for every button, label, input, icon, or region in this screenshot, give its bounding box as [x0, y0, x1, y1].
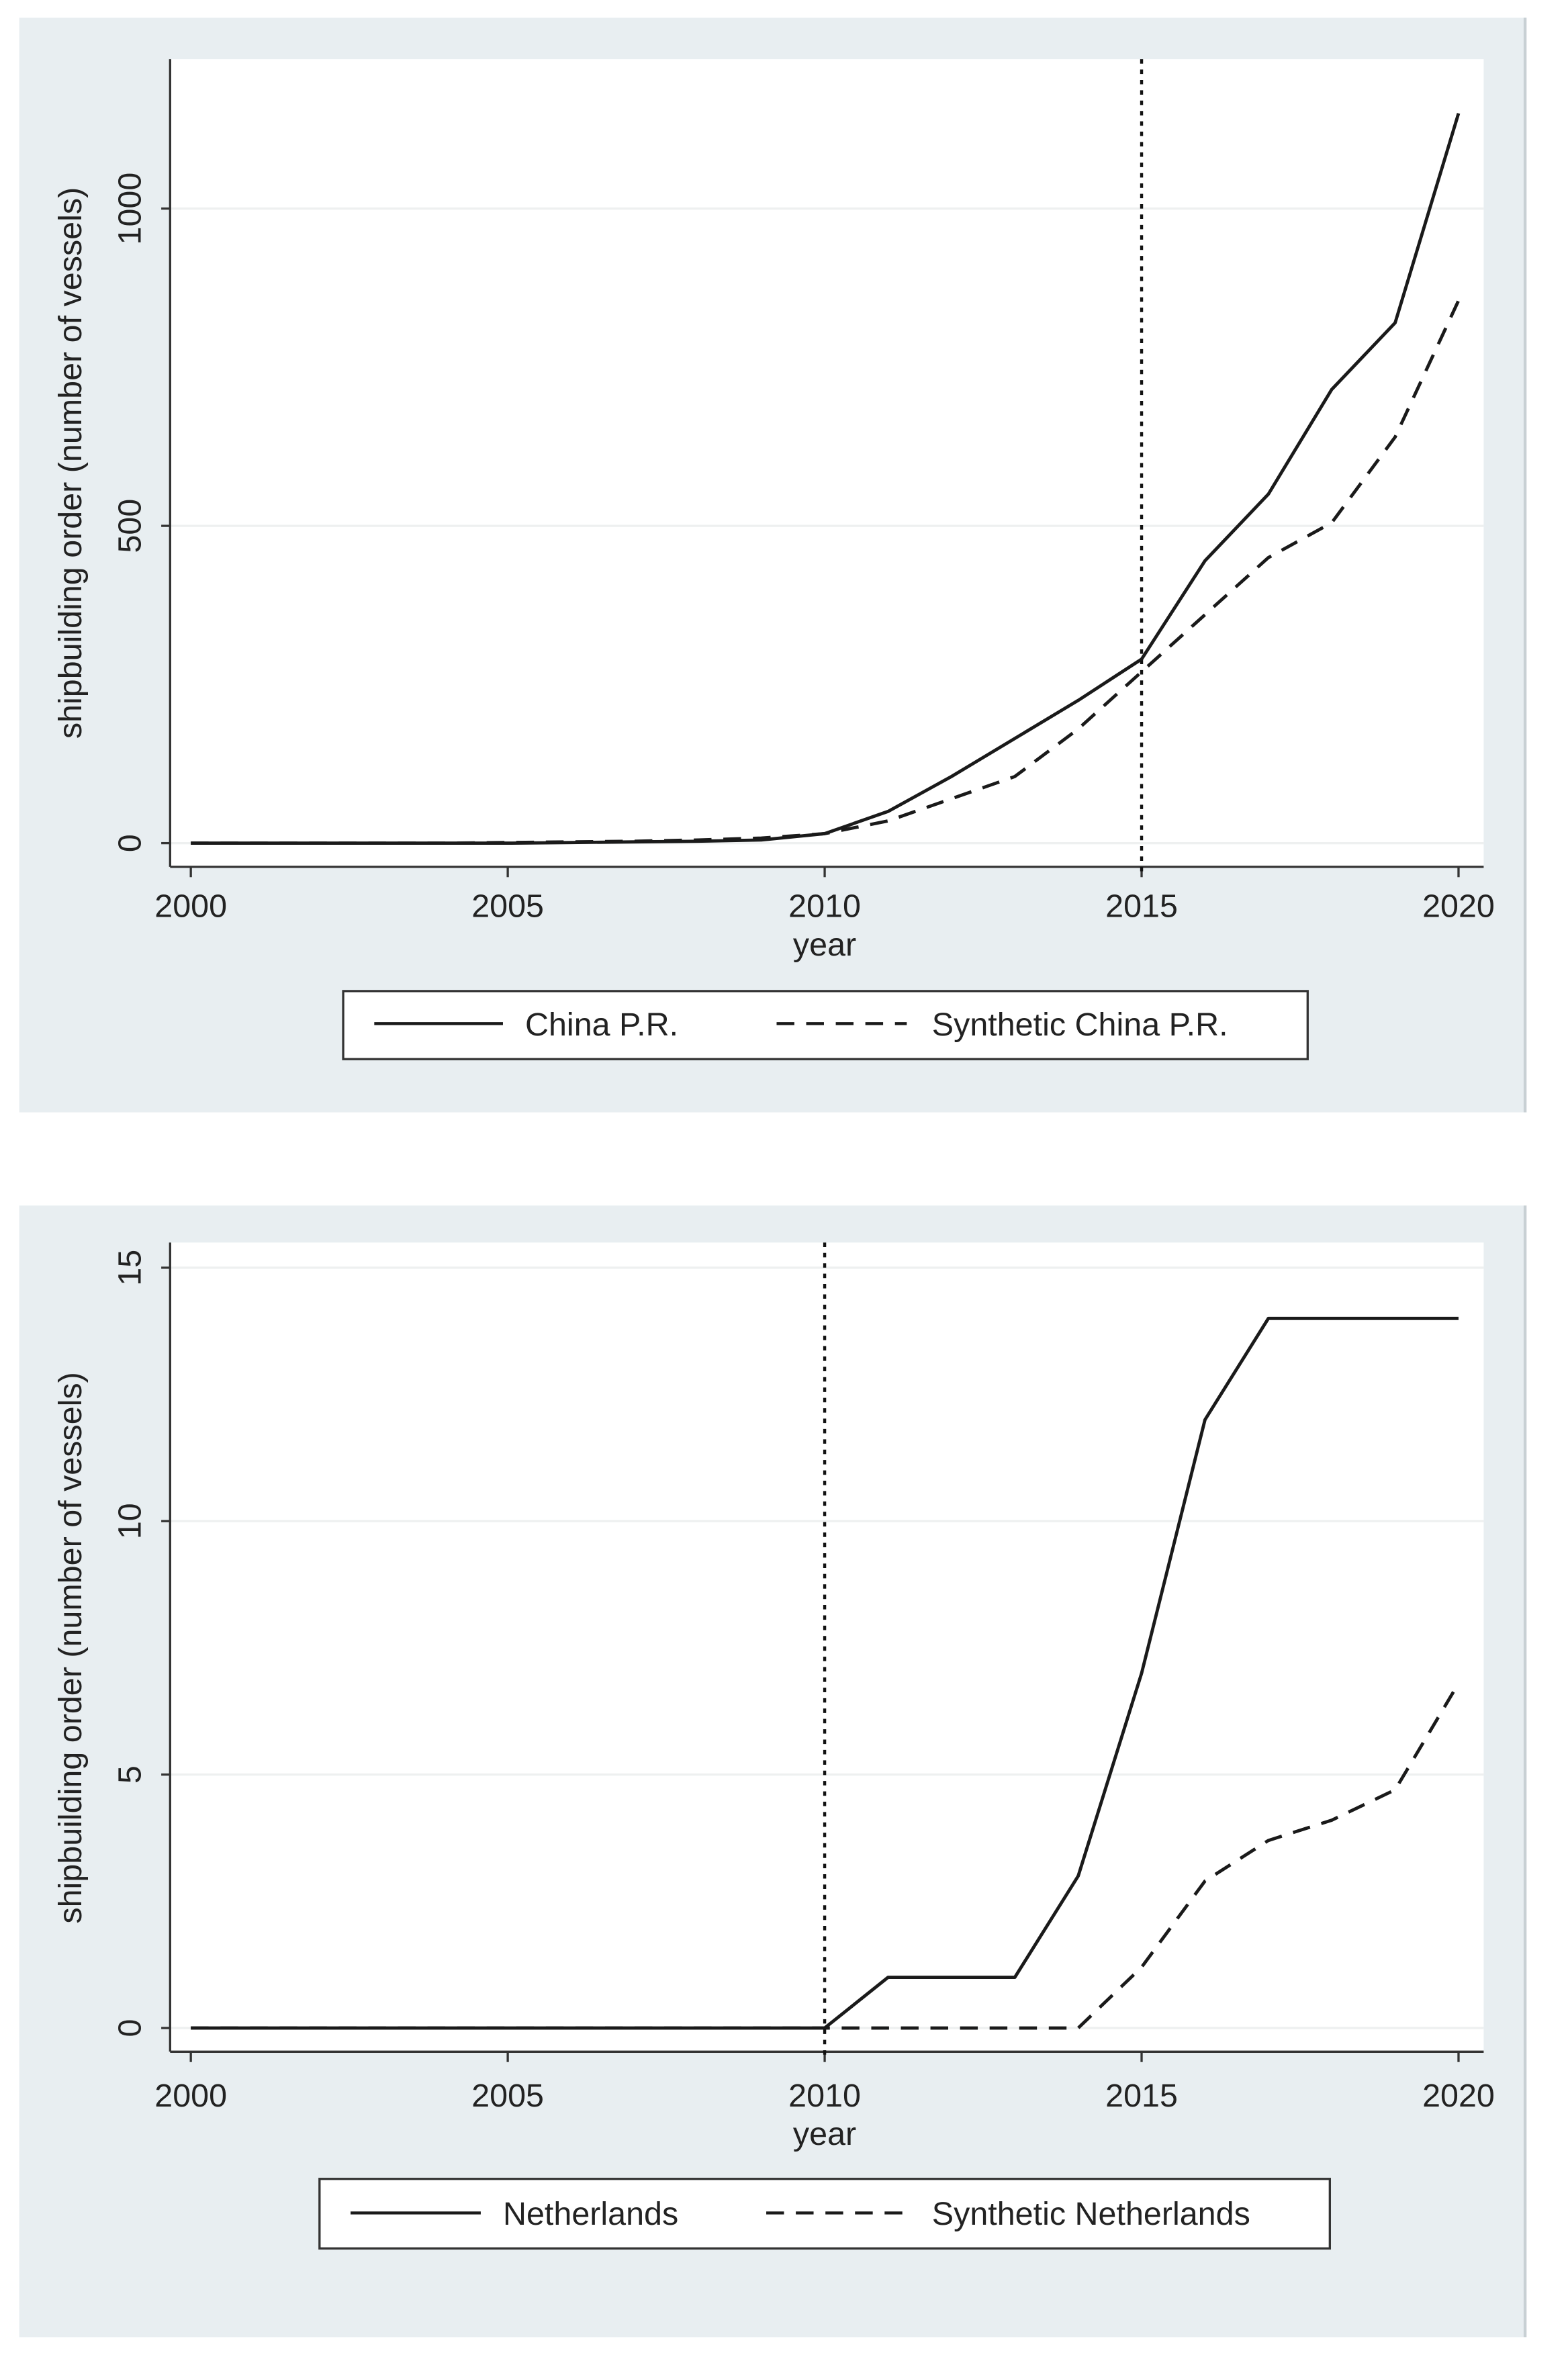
legend-box	[342, 990, 1309, 1060]
x-tick-label: 2010	[788, 2078, 861, 2114]
legend-label-synthetic: Synthetic China P.R.	[932, 1007, 1228, 1043]
y-tick-label: 10	[111, 1503, 148, 1539]
x-tick-label: 2000	[154, 2078, 227, 2114]
x-tick-label: 2020	[1422, 2078, 1495, 2114]
x-tick-label: 2015	[1105, 2078, 1178, 2114]
y-axis-title: shipbuilding order (number of vessels)	[52, 187, 89, 739]
legend: Netherlands Synthetic Netherlands	[318, 2178, 1331, 2250]
x-tick-label: 2010	[788, 888, 861, 925]
x-tick-label: 2005	[471, 2078, 544, 2114]
legend-label-actual: China P.R.	[525, 1007, 678, 1043]
series-line-synthetic	[191, 299, 1461, 845]
legend-box	[318, 2178, 1331, 2250]
y-tick-label: 5	[111, 1765, 148, 1784]
chart-panel-2: 0 5 10 15 2000 2005 2010 2015 2020 year shipbuildi…	[19, 1205, 1524, 2338]
x-tick-label: 2000	[154, 888, 227, 925]
plot-area	[170, 1242, 1484, 2052]
chart-panel-1: 0 500 1000 2000 2005 2010 2015 2020 year shipbuil…	[19, 17, 1524, 1113]
series-line-synthetic	[191, 1682, 1461, 2030]
plot-area	[170, 59, 1484, 867]
y-tick-label: 1000	[111, 173, 148, 245]
legend: China P.R. Synthetic China P.R.	[342, 990, 1309, 1060]
x-axis-title: year	[793, 927, 856, 963]
x-tick-label: 2005	[471, 888, 544, 925]
y-tick-label: 500	[111, 499, 148, 553]
legend-label-actual: Netherlands	[503, 2196, 678, 2232]
y-axis-title: shipbuilding order (number of vessels)	[52, 1372, 89, 1923]
x-tick-label: 2020	[1422, 888, 1495, 925]
y-tick-label: 15	[111, 1250, 148, 1286]
y-tick-label: 0	[111, 834, 148, 852]
x-tick-label: 2015	[1105, 888, 1178, 925]
legend-label-synthetic: Synthetic Netherlands	[932, 2196, 1250, 2232]
x-axis-title: year	[793, 2116, 856, 2152]
y-tick-label: 0	[111, 2019, 148, 2037]
